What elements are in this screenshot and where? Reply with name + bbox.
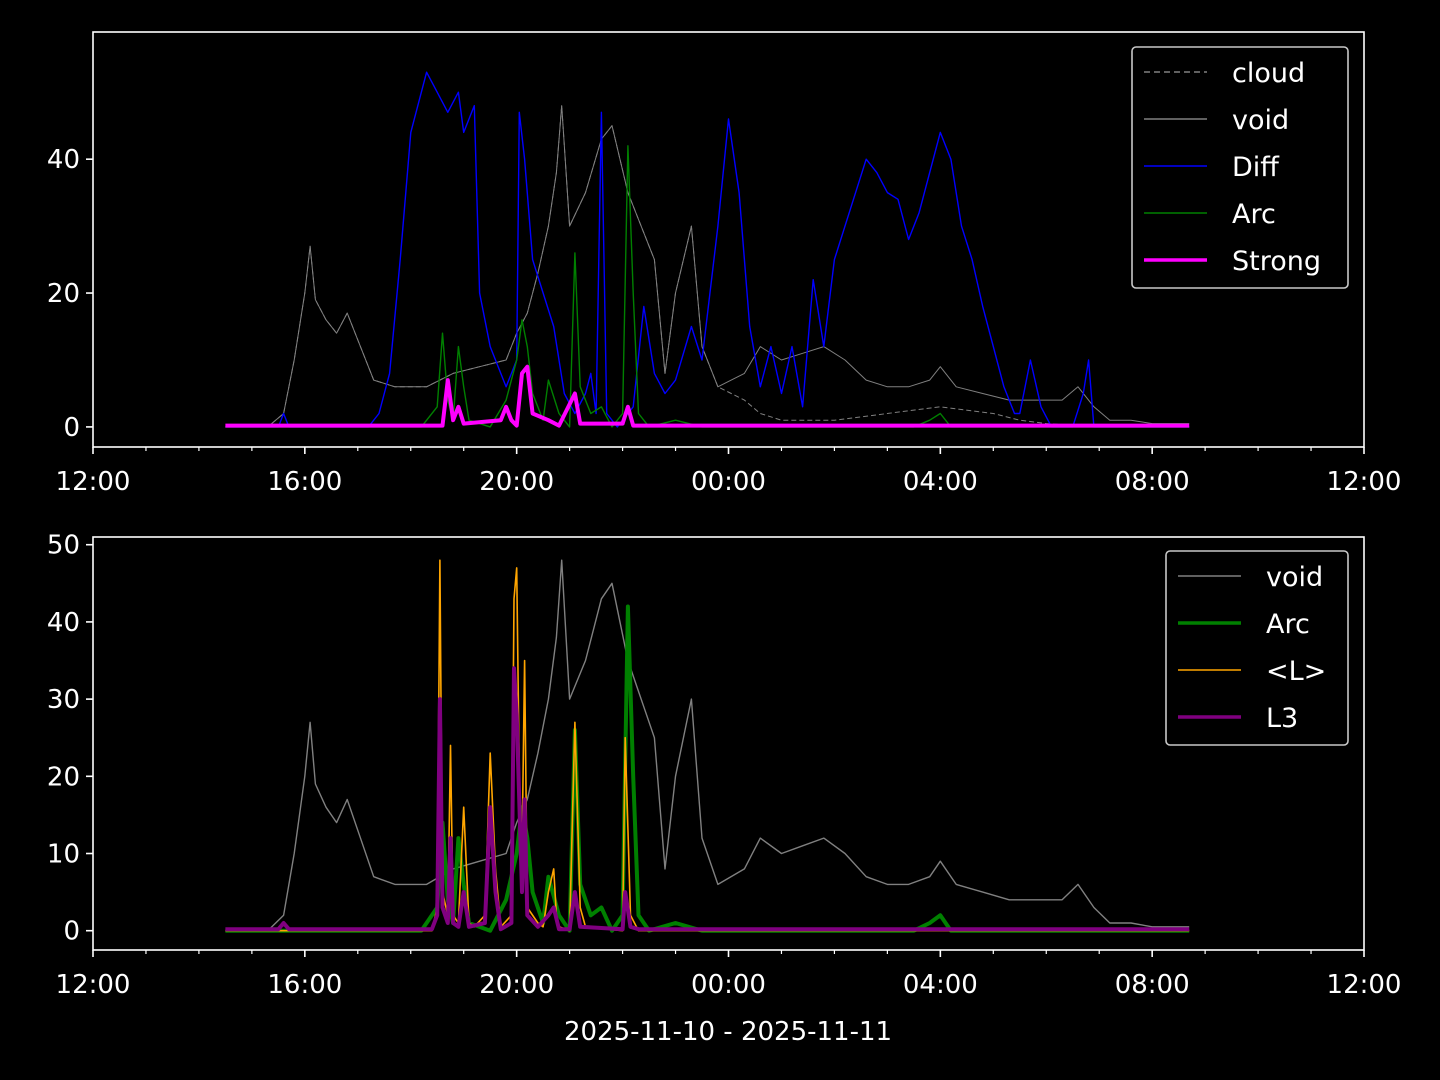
subplot-bottom: 0 10 20 30 40 50 12:00 16:00 20:00 00:00 04:00 08:… bbox=[47, 531, 1402, 1000]
y-tick-label: 40 bbox=[47, 608, 80, 638]
y-axis-top: 0 20 40 bbox=[47, 145, 93, 443]
plot-area-top bbox=[225, 71, 1190, 428]
x-axis-bottom: 12:00 16:00 20:00 00:00 04:00 08:00 12:00 bbox=[56, 950, 1402, 1000]
legend-label-diff: Diff bbox=[1232, 152, 1280, 183]
y-tick-label: 20 bbox=[47, 762, 80, 792]
legend-label-void: void bbox=[1266, 562, 1323, 593]
x-tick-label: 00:00 bbox=[691, 467, 766, 497]
legend-label-strong: Strong bbox=[1232, 246, 1321, 277]
x-tick-label: 04:00 bbox=[903, 970, 978, 1000]
y-tick-label: 30 bbox=[47, 685, 80, 715]
x-tick-label: 12:00 bbox=[1327, 467, 1402, 497]
plot-area-bottom bbox=[225, 559, 1190, 933]
series-line-void bbox=[225, 559, 1190, 932]
legend-bottom: void Arc <L> L3 bbox=[1165, 550, 1349, 746]
legend-frame bbox=[1131, 46, 1349, 289]
y-tick-label: 0 bbox=[63, 413, 80, 443]
series-line-void bbox=[225, 105, 1190, 428]
legend-label-cloud: cloud bbox=[1232, 58, 1305, 89]
series-line-l bbox=[225, 559, 1190, 932]
y-tick-label: 20 bbox=[47, 279, 80, 309]
legend-top: cloud void Diff Arc Strong bbox=[1131, 46, 1349, 289]
x-tick-label: 16:00 bbox=[267, 467, 342, 497]
legend-label-l3: L3 bbox=[1266, 703, 1298, 734]
legend-label-l: <L> bbox=[1266, 656, 1326, 687]
legend-label-arc: Arc bbox=[1266, 609, 1310, 640]
x-tick-label: 08:00 bbox=[1115, 970, 1190, 1000]
x-tick-label: 12:00 bbox=[56, 970, 131, 1000]
y-tick-label: 0 bbox=[63, 917, 80, 947]
x-tick-label: 20:00 bbox=[479, 970, 554, 1000]
x-tick-label: 12:00 bbox=[1327, 970, 1402, 1000]
y-tick-label: 50 bbox=[47, 531, 80, 561]
x-tick-label: 00:00 bbox=[691, 970, 766, 1000]
y-tick-label: 40 bbox=[47, 145, 80, 175]
x-tick-label: 08:00 bbox=[1115, 467, 1190, 497]
x-axis-label: 2025-11-10 - 2025-11-11 bbox=[564, 1017, 892, 1047]
series-line-l3 bbox=[225, 666, 1190, 932]
series-line-diff bbox=[225, 71, 1190, 428]
legend-label-void: void bbox=[1232, 105, 1289, 136]
legend-frame bbox=[1165, 550, 1349, 746]
x-tick-label: 04:00 bbox=[903, 467, 978, 497]
x-tick-label: 20:00 bbox=[479, 467, 554, 497]
legend-label-arc: Arc bbox=[1232, 199, 1276, 230]
x-axis-top: 12:00 16:00 20:00 00:00 04:00 08:00 12:00 bbox=[56, 447, 1402, 497]
x-tick-label: 16:00 bbox=[267, 970, 342, 1000]
y-tick-label: 10 bbox=[47, 840, 80, 870]
x-tick-label: 12:00 bbox=[56, 467, 131, 497]
y-axis-bottom: 0 10 20 30 40 50 bbox=[47, 531, 93, 947]
series-line-strong bbox=[225, 364, 1190, 428]
